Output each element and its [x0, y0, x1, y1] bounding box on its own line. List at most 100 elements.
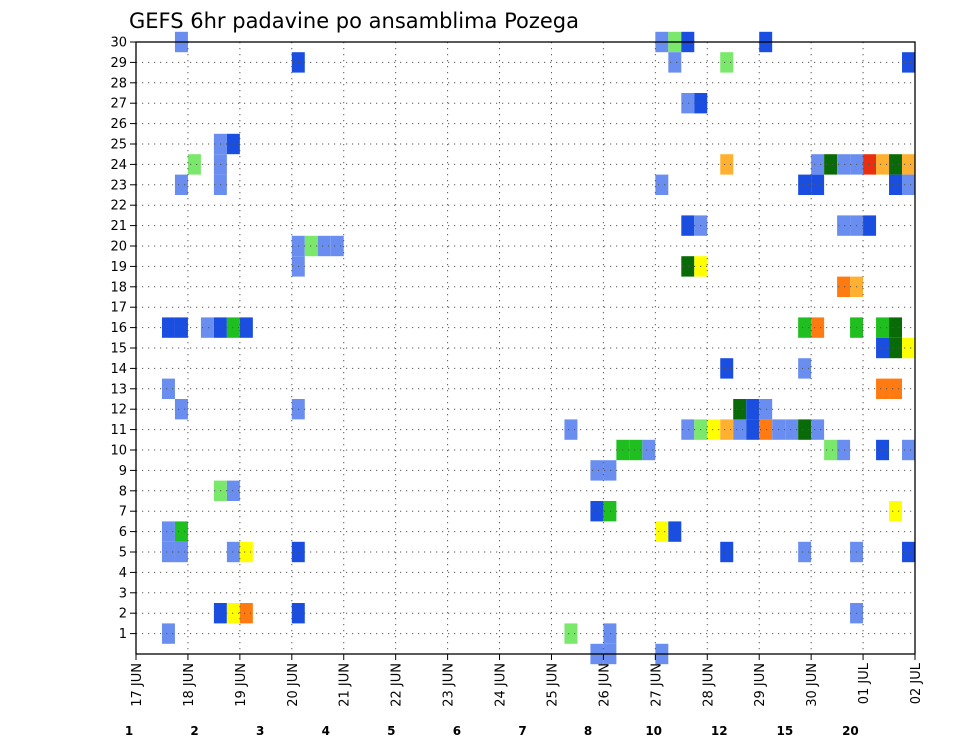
y-tick-label: 15 [110, 342, 127, 357]
colorbar-label: 8 [584, 724, 592, 738]
data-cell [226, 603, 240, 624]
data-cell [811, 317, 825, 338]
y-tick-label: 13 [110, 382, 127, 397]
y-tick-label: 14 [110, 362, 127, 377]
y-tick-label: 29 [110, 56, 127, 71]
data-cell [876, 337, 890, 359]
data-cell [681, 256, 695, 277]
data-cell [304, 235, 318, 257]
y-tick-label: 16 [110, 321, 127, 336]
data-cell [746, 399, 760, 420]
y-tick-label: 28 [110, 76, 127, 91]
colorbar-label: 2 [190, 724, 198, 738]
data-cell [317, 235, 331, 257]
colorbar-label: 3 [256, 724, 264, 738]
x-tick-label: 23 JUN [442, 663, 457, 707]
data-cell [668, 521, 682, 542]
data-cell [720, 358, 734, 379]
y-tick-label: 8 [119, 484, 127, 499]
data-cell [174, 521, 188, 542]
colorbar-label: 20 [842, 724, 859, 738]
y-tick-label: 19 [110, 260, 127, 275]
y-tick-label: 27 [110, 97, 127, 112]
data-cell [668, 52, 682, 73]
data-cell [811, 174, 825, 195]
data-cell [902, 154, 915, 175]
x-tick-label: 30 JUN [805, 663, 820, 707]
data-cell [889, 174, 903, 195]
y-tick-label: 11 [110, 423, 127, 438]
data-cell [837, 439, 851, 461]
data-cell [629, 439, 643, 461]
data-cell [161, 521, 175, 542]
x-tick-label: 19 JUN [234, 663, 249, 707]
data-cell [824, 439, 838, 461]
data-cell [889, 501, 903, 522]
data-cell [226, 317, 240, 338]
y-tick-label: 17 [110, 301, 127, 316]
data-cell [720, 419, 734, 440]
y-tick-label: 18 [110, 280, 127, 295]
colorbar-label: 1 [125, 724, 133, 738]
data-cell [889, 337, 903, 359]
data-cell [837, 276, 851, 297]
x-tick-label: 27 JUN [649, 663, 664, 707]
y-tick-label: 9 [119, 464, 127, 479]
y-tick-label: 26 [110, 117, 127, 132]
data-cell [889, 378, 903, 399]
data-cell [863, 154, 877, 175]
data-cells [161, 31, 915, 665]
data-cell [564, 419, 578, 440]
data-cell [200, 317, 214, 338]
x-tick-label: 25 JUN [545, 663, 560, 707]
x-tick-label: 26 JUN [597, 663, 612, 707]
colorbar-label: 6 [453, 724, 461, 738]
x-tick-label: 21 JUN [338, 663, 353, 707]
x-tick-label: 02 JUL [909, 662, 924, 704]
gridlines [135, 41, 916, 654]
data-cell [590, 460, 604, 481]
y-tick-label: 3 [119, 586, 127, 601]
y-tick-label: 10 [110, 444, 127, 459]
data-cell [174, 541, 188, 563]
data-cell [733, 419, 747, 440]
data-cell [239, 541, 253, 563]
colorbar-label: 12 [711, 724, 728, 738]
data-cell [655, 521, 669, 542]
data-cell [174, 317, 188, 338]
data-cell [239, 603, 253, 624]
data-cell [824, 154, 838, 175]
data-cell [889, 154, 903, 175]
data-cell [720, 154, 734, 175]
data-cell [226, 541, 240, 563]
data-cell [798, 419, 812, 440]
data-cell [798, 541, 812, 563]
y-tick-label: 30 [110, 36, 127, 51]
x-tick-label: 22 JUN [390, 663, 405, 707]
y-tick-label: 12 [110, 403, 127, 418]
data-cell [733, 399, 747, 420]
colorbar-label: 5 [387, 724, 395, 738]
data-cell [863, 215, 877, 236]
data-cell [876, 154, 890, 175]
data-cell [161, 623, 175, 644]
data-cell [720, 541, 734, 563]
data-cell [564, 623, 578, 644]
data-cell [655, 174, 669, 195]
data-cell [876, 439, 890, 461]
x-tick-label: 29 JUN [753, 663, 768, 707]
data-cell [902, 541, 915, 563]
data-cell [759, 419, 773, 440]
data-cell [811, 154, 825, 175]
data-cell [707, 419, 721, 440]
data-cell [187, 154, 201, 175]
data-cell [759, 399, 773, 420]
data-cell [681, 419, 695, 440]
data-cell [902, 52, 915, 73]
data-cell [798, 174, 812, 195]
data-cell [161, 378, 175, 399]
data-cell [681, 215, 695, 236]
data-cell [798, 358, 812, 379]
data-cell [603, 460, 617, 481]
colorbar-label: 10 [645, 724, 662, 738]
